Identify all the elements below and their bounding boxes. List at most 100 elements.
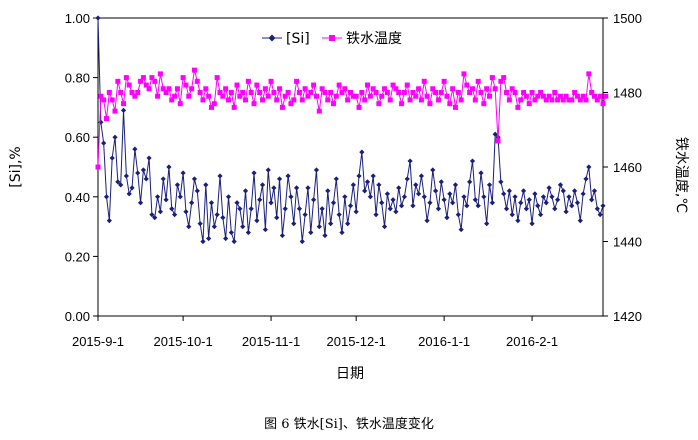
si-point	[520, 188, 527, 194]
temp-point	[572, 90, 578, 95]
si-point	[427, 200, 433, 206]
temp-point	[495, 138, 501, 144]
si-point	[469, 158, 476, 164]
temp-point	[311, 82, 317, 88]
y-axis-right: 1420 1440 1460 1480 1500	[603, 11, 642, 324]
temp-point	[194, 78, 200, 84]
temp-point	[228, 90, 234, 95]
si-point	[140, 167, 146, 173]
legend-temp-marker	[329, 35, 335, 41]
temp-point	[129, 90, 135, 95]
temp-point	[549, 97, 555, 103]
si-point	[223, 235, 229, 242]
si-point	[311, 197, 317, 203]
temp-point	[577, 97, 583, 103]
si-point	[225, 194, 232, 200]
si-point	[197, 221, 203, 227]
temp-point	[220, 93, 226, 99]
temp-point	[484, 86, 490, 92]
temp-point	[330, 101, 336, 107]
si-point	[206, 235, 212, 242]
si-point	[518, 200, 524, 206]
si-point	[322, 232, 328, 239]
y-right-tick-label: 1460	[613, 160, 642, 175]
temp-point	[291, 97, 297, 103]
temp-point	[118, 90, 124, 95]
temp-point	[160, 86, 166, 92]
y-right-tick-label: 1420	[613, 309, 642, 324]
temp-point	[240, 90, 246, 95]
si-point	[572, 188, 578, 194]
temp-point	[336, 82, 342, 88]
temp-point	[180, 75, 186, 81]
si-point	[452, 182, 459, 188]
temp-point	[407, 97, 413, 103]
si-point	[515, 218, 521, 224]
temp-point	[540, 93, 546, 99]
si-point	[316, 224, 322, 230]
si-point	[118, 182, 124, 188]
temp-point	[243, 97, 249, 103]
temp-point	[367, 93, 373, 99]
temp-point	[433, 90, 439, 95]
temp-point	[481, 101, 487, 107]
temp-point	[149, 75, 155, 81]
si-point	[211, 224, 217, 230]
temp-point	[101, 97, 107, 103]
si-point	[373, 212, 379, 218]
si-point	[430, 167, 436, 173]
si-point	[350, 182, 356, 188]
si-point	[288, 194, 294, 200]
temp-point	[211, 101, 217, 107]
si-point	[271, 185, 277, 191]
si-point	[594, 206, 600, 212]
si-point	[393, 209, 399, 215]
temp-point	[413, 93, 419, 99]
temp-point	[509, 86, 515, 92]
si-point	[248, 206, 254, 212]
si-point	[174, 182, 181, 188]
y-axis-right-title: 铁水温度,℃	[673, 137, 689, 213]
temp-point	[302, 86, 308, 92]
y-left-tick-label: 0.80	[65, 71, 90, 86]
temp-point	[265, 93, 271, 99]
si-point	[413, 182, 419, 188]
temp-point	[333, 93, 339, 99]
si-point	[532, 191, 538, 197]
si-point	[245, 229, 251, 236]
x-tick-label: 2015-12-1	[327, 334, 386, 349]
legend-temp-label: 铁水温度	[346, 31, 402, 47]
temp-point	[535, 93, 541, 99]
temp-point	[132, 93, 138, 99]
si-point	[404, 176, 410, 182]
legend-si-marker	[268, 34, 276, 42]
temp-point	[138, 78, 144, 84]
si-point	[381, 224, 388, 230]
si-point	[231, 238, 237, 245]
temp-point	[438, 90, 444, 95]
si-point	[302, 212, 308, 218]
temp-point	[390, 82, 396, 88]
si-point	[191, 176, 198, 182]
si-point	[458, 226, 464, 233]
si-point	[228, 229, 234, 236]
si-point	[203, 182, 209, 188]
x-axis-title: 日期	[336, 366, 364, 382]
temp-point	[356, 104, 362, 110]
si-point	[435, 206, 442, 212]
temp-point	[574, 93, 580, 99]
si-point	[339, 229, 345, 236]
temp-point	[282, 93, 288, 99]
si-point	[450, 200, 456, 206]
si-point	[325, 188, 331, 194]
temp-point	[603, 93, 609, 99]
y-left-tick-label: 0.20	[65, 249, 90, 264]
si-point	[438, 179, 444, 185]
temp-point	[342, 86, 348, 92]
si-point	[398, 203, 405, 209]
si-point	[194, 188, 200, 194]
si-point	[305, 185, 311, 191]
temp-point	[208, 104, 214, 110]
si-point	[333, 176, 339, 182]
si-point	[506, 188, 512, 194]
